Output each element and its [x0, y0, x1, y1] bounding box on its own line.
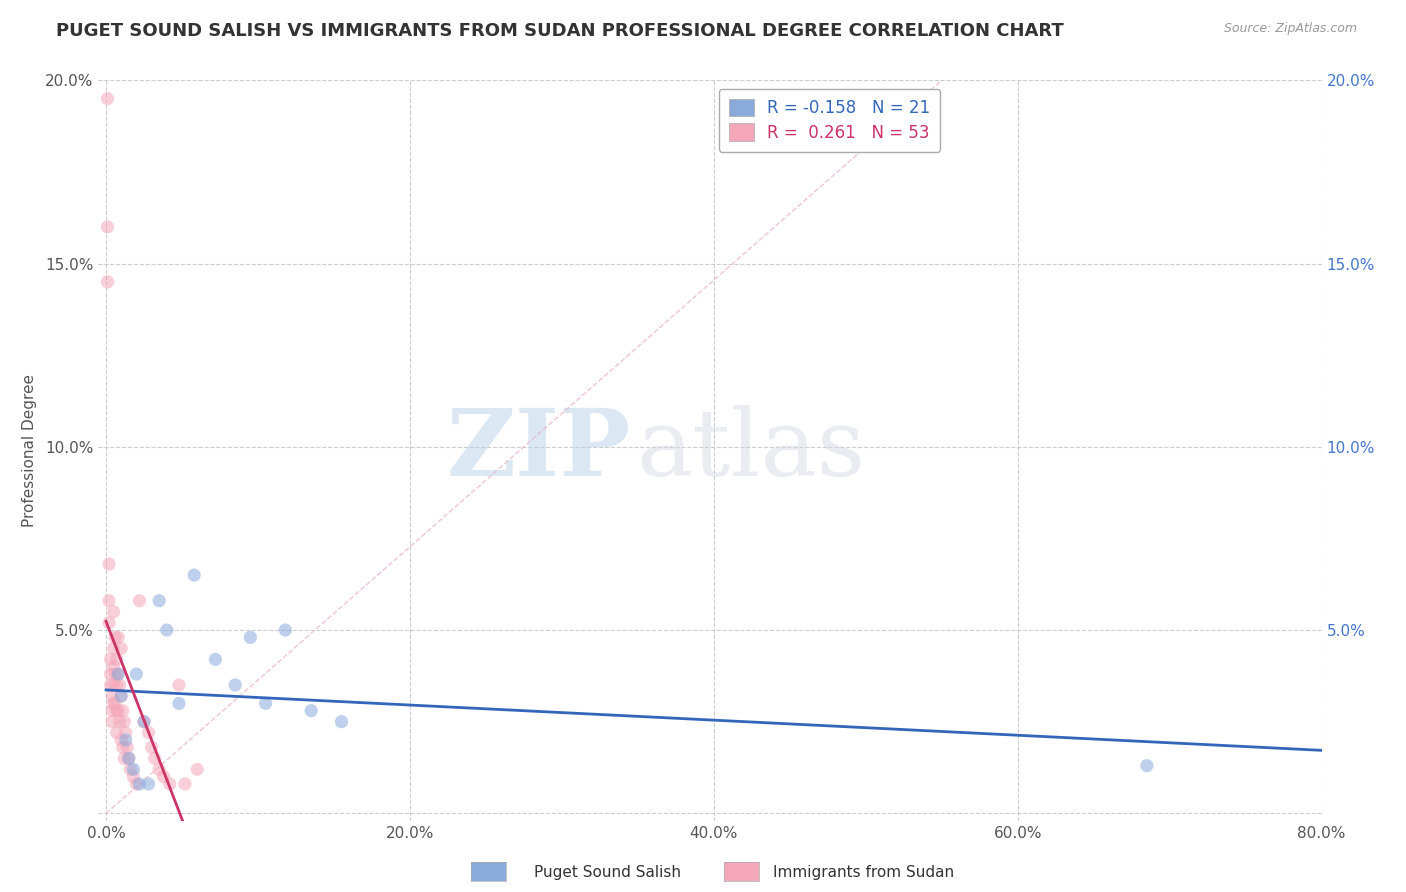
Point: [96, 219, 118, 234]
Point: [107, 704, 129, 718]
Point: [103, 678, 125, 692]
Legend: R = -0.158   N = 21, R =  0.261   N = 53: R = -0.158 N = 21, R = 0.261 N = 53: [718, 88, 941, 152]
Point: [98, 557, 121, 571]
Point: [108, 714, 131, 729]
Point: [111, 740, 134, 755]
Point: [110, 733, 132, 747]
Point: [112, 714, 135, 729]
Point: [128, 777, 150, 791]
Point: [125, 667, 148, 681]
Point: [107, 631, 129, 645]
Point: [101, 714, 124, 729]
Point: [103, 697, 125, 711]
Point: [101, 689, 124, 703]
Point: [174, 777, 197, 791]
Point: [167, 678, 190, 692]
Point: [98, 615, 121, 630]
Point: [103, 605, 125, 619]
Point: [104, 631, 127, 645]
Point: [156, 623, 179, 637]
Y-axis label: Professional Degree: Professional Degree: [22, 374, 37, 527]
Point: [100, 667, 122, 681]
Point: [98, 593, 121, 607]
Point: [141, 740, 163, 755]
Point: [111, 704, 134, 718]
Point: [120, 762, 142, 776]
Text: atlas: atlas: [637, 406, 866, 495]
Point: [118, 751, 141, 765]
Point: [107, 667, 129, 681]
Point: [105, 678, 128, 692]
Point: [254, 697, 277, 711]
Point: [114, 725, 136, 739]
Point: [167, 697, 190, 711]
Point: [117, 740, 139, 755]
Point: [103, 659, 125, 673]
Point: [138, 777, 160, 791]
Point: [132, 714, 155, 729]
Point: [105, 652, 128, 666]
Point: [274, 623, 297, 637]
Point: [125, 777, 148, 791]
Point: [118, 751, 141, 765]
Point: [143, 751, 166, 765]
Point: [132, 714, 155, 729]
Point: [1136, 758, 1159, 772]
Point: [104, 697, 127, 711]
Point: [204, 652, 226, 666]
Point: [148, 593, 170, 607]
Text: PUGET SOUND SALISH VS IMMIGRANTS FROM SUDAN PROFESSIONAL DEGREE CORRELATION CHAR: PUGET SOUND SALISH VS IMMIGRANTS FROM SU…: [56, 22, 1064, 40]
Point: [122, 762, 145, 776]
Point: [239, 631, 262, 645]
Point: [114, 733, 136, 747]
Point: [138, 725, 160, 739]
Point: [96, 275, 118, 289]
Point: [108, 678, 131, 692]
Point: [122, 770, 145, 784]
Point: [148, 762, 170, 776]
Point: [112, 751, 135, 765]
Text: Immigrants from Sudan: Immigrants from Sudan: [773, 865, 955, 880]
Point: [110, 689, 132, 703]
Point: [110, 641, 132, 656]
Text: Source: ZipAtlas.com: Source: ZipAtlas.com: [1223, 22, 1357, 36]
Text: ZIP: ZIP: [446, 406, 630, 495]
Point: [186, 762, 208, 776]
Point: [299, 704, 322, 718]
Point: [159, 777, 181, 791]
Point: [103, 641, 125, 656]
Point: [105, 725, 128, 739]
Text: Puget Sound Salish: Puget Sound Salish: [534, 865, 682, 880]
Point: [152, 770, 174, 784]
Point: [105, 704, 128, 718]
Point: [101, 704, 124, 718]
Point: [183, 568, 205, 582]
Point: [100, 678, 122, 692]
Point: [330, 714, 353, 729]
Point: [100, 652, 122, 666]
Point: [224, 678, 246, 692]
Point: [96, 92, 118, 106]
Point: [104, 667, 127, 681]
Point: [110, 689, 132, 703]
Point: [107, 667, 129, 681]
Point: [128, 593, 150, 607]
